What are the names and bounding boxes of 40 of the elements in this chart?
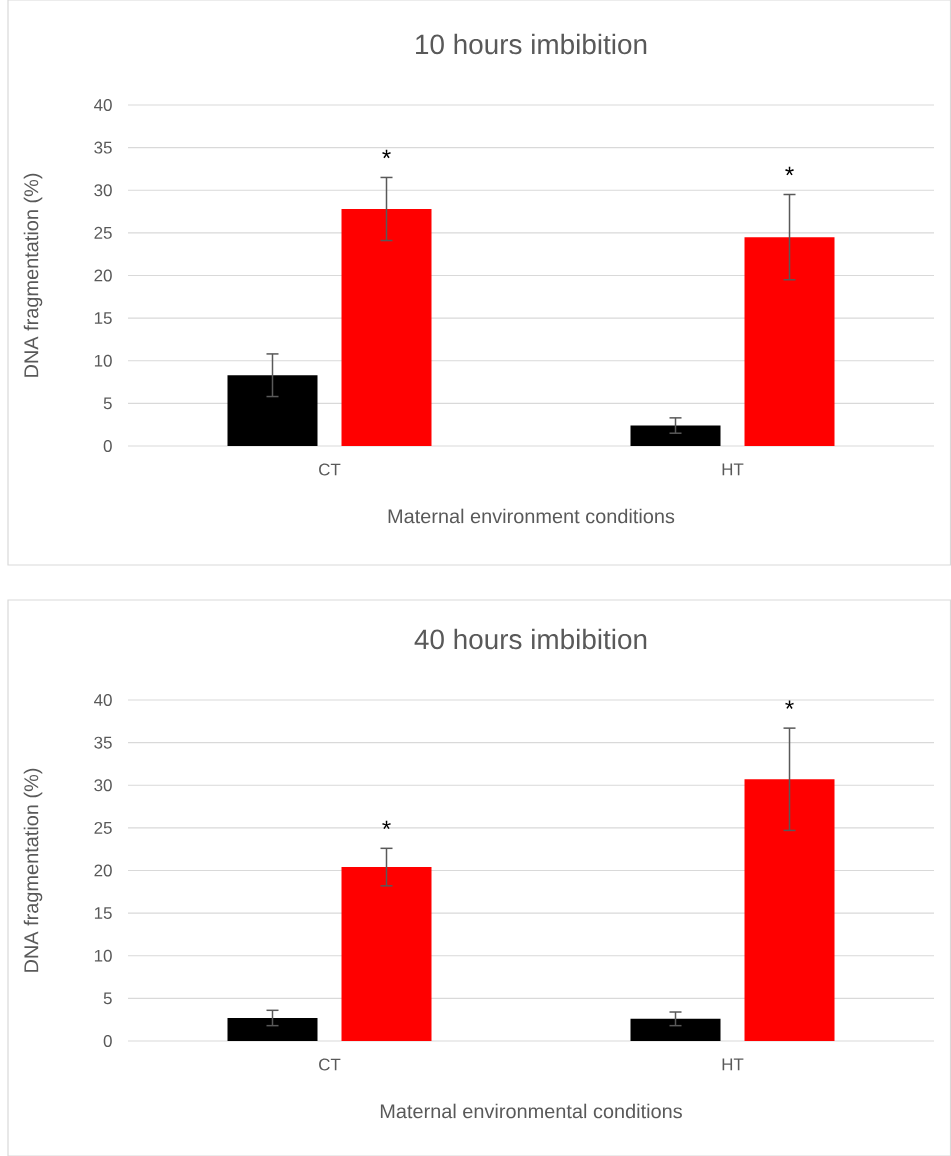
- y-tick-label: 40: [94, 99, 112, 111]
- y-tick-label: 0: [103, 1035, 112, 1047]
- bar: [744, 237, 835, 446]
- annotation: *: [785, 166, 794, 176]
- y-tick-label: 15: [94, 312, 112, 325]
- y-tick-label: 30: [94, 184, 112, 197]
- y-tick-label: 0: [103, 439, 112, 452]
- y-axis-title: DNA fragmentation (%): [23, 173, 43, 377]
- y-tick-label: 35: [94, 141, 112, 154]
- annotation: *: [382, 149, 391, 159]
- y-tick-label: 5: [103, 992, 112, 1005]
- bar: [227, 375, 318, 446]
- chart-title: 10 hours imbibition: [416, 33, 647, 55]
- y-tick-label: 40: [94, 694, 112, 706]
- y-tick-label: 20: [94, 864, 112, 877]
- x-axis-title: Maternal environment conditions: [388, 508, 675, 524]
- y-tick-label: 30: [94, 779, 112, 792]
- y-tick-label: 5: [103, 397, 112, 410]
- bar: [341, 867, 432, 1041]
- x-axis-title: Maternal environmental conditions: [380, 1103, 682, 1119]
- bar: [341, 209, 432, 446]
- y-tick-label: 15: [94, 907, 112, 920]
- y-tick-label: 25: [94, 226, 112, 239]
- x-tick-label: HT: [722, 463, 744, 476]
- y-tick-label: 20: [94, 269, 112, 282]
- y-tick-label: 25: [94, 821, 112, 834]
- bar: [227, 1017, 318, 1041]
- chart-title: 40 hours imbibition: [414, 628, 647, 650]
- bar: [744, 779, 835, 1041]
- bar: [630, 425, 721, 446]
- y-axis-title: DNA fragmentation (%): [23, 768, 43, 972]
- annotation: *: [382, 820, 391, 830]
- annotation: *: [785, 700, 794, 709]
- bar: [630, 1018, 721, 1041]
- x-tick-label: HT: [722, 1058, 744, 1071]
- y-tick-label: 10: [94, 949, 112, 962]
- y-tick-label: 35: [94, 736, 112, 749]
- x-tick-label: CT: [319, 463, 341, 476]
- y-tick-label: 10: [94, 354, 112, 367]
- x-tick-label: CT: [319, 1058, 341, 1071]
